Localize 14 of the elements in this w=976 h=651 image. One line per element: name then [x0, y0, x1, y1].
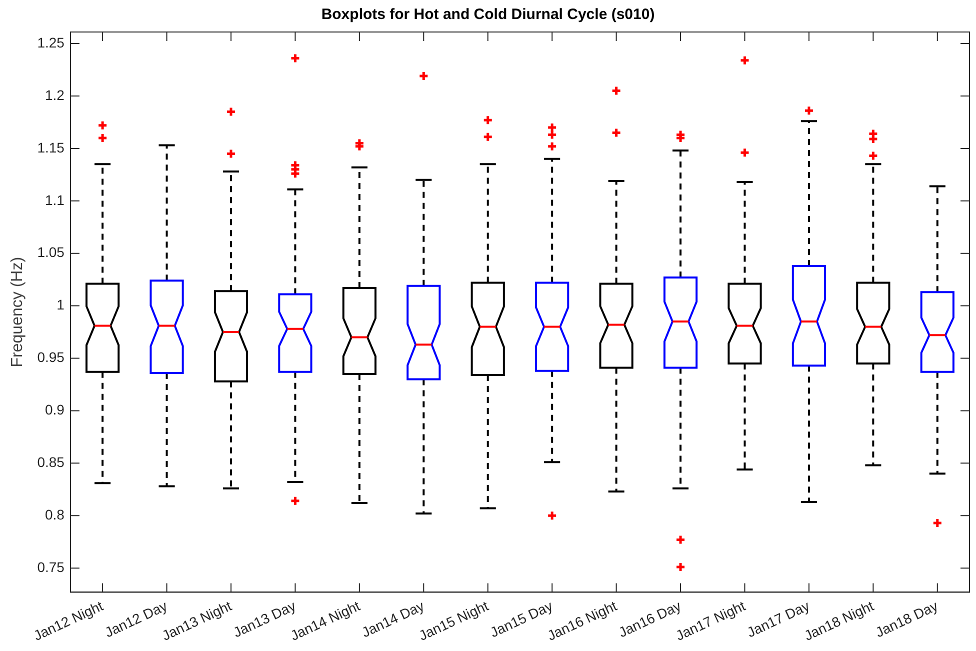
y-axis-title: Frequency (Hz): [9, 256, 26, 368]
y-tick-label: 1.05: [37, 244, 65, 260]
y-tick-label: 0.75: [37, 558, 65, 575]
y-tick-label: 1.2: [44, 86, 65, 103]
y-tick-label: 1.1: [44, 192, 65, 208]
y-tick-label: 1: [56, 296, 65, 313]
y-tick-label: 0.8: [44, 506, 65, 522]
y-tick-label: 0.9: [44, 402, 65, 418]
x-tick-label: Jan12 Night: [30, 597, 106, 644]
y-tick-label: 1.25: [37, 34, 65, 50]
y-tick-label: 0.85: [37, 454, 65, 470]
y-tick-label: 0.95: [37, 349, 65, 366]
chart-title: Boxplots for Hot and Cold Diurnal Cycle (s010): [321, 6, 655, 24]
y-tick-label: 1.15: [37, 139, 65, 156]
